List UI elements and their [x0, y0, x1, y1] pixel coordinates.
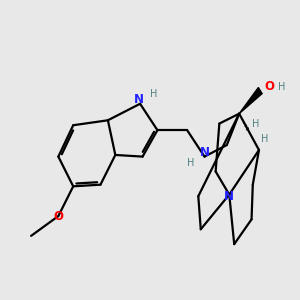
Text: O: O [53, 209, 63, 223]
Text: H: H [150, 89, 158, 99]
Text: N: N [134, 93, 144, 106]
Text: H: H [252, 118, 259, 129]
Text: H: H [278, 82, 285, 92]
Text: O: O [265, 80, 275, 93]
Text: H: H [262, 134, 269, 144]
Text: N: N [224, 190, 234, 203]
Polygon shape [239, 88, 262, 114]
Text: N: N [200, 146, 209, 159]
Text: H: H [187, 158, 195, 168]
